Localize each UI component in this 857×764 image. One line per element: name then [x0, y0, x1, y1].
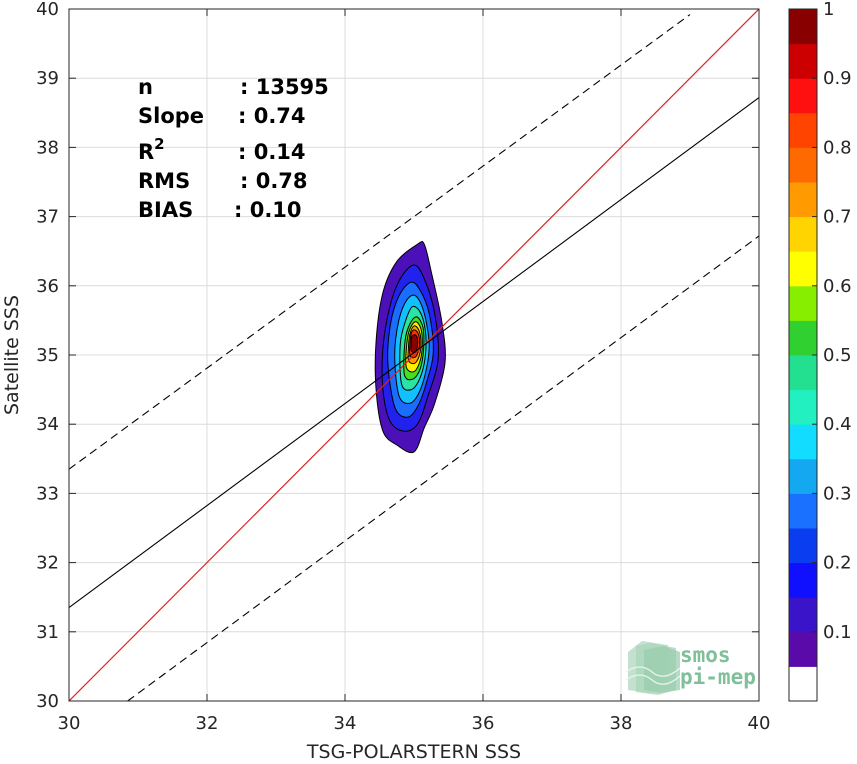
colorbar-segment — [789, 528, 817, 564]
y-tick-label: 40 — [36, 0, 59, 20]
logo-waves-graphic — [625, 641, 681, 695]
colorbar — [788, 8, 818, 702]
colorbar-tick-label: 1 — [823, 0, 834, 20]
colorbar-tick-label: 0.5 — [823, 345, 852, 366]
stat-bias-value: : 0.10 — [234, 198, 302, 222]
y-tick-label: 35 — [36, 345, 59, 366]
colorbar-segment — [789, 285, 817, 321]
stat-slope-value: : 0.74 — [238, 104, 306, 128]
colorbar-segment — [789, 389, 817, 425]
x-tick-label: 36 — [472, 713, 495, 734]
colorbar-segment — [789, 355, 817, 391]
colorbar-segment — [789, 424, 817, 460]
y-tick-labels: 30 31 32 33 34 35 36 37 38 39 40 — [36, 0, 59, 712]
colorbar-segment — [789, 562, 817, 598]
colorbar-segment — [789, 43, 817, 79]
y-tick-label: 37 — [36, 207, 59, 228]
colorbar-tick-label: 0.7 — [823, 207, 852, 228]
colorbar-segment — [789, 147, 817, 183]
stat-n-value: : 13595 — [240, 75, 329, 99]
contour-level-10 — [410, 334, 419, 354]
x-tick-labels: 30 32 34 36 38 40 — [58, 713, 771, 734]
y-tick-label: 31 — [36, 622, 59, 643]
y-tick-label: 39 — [36, 68, 59, 89]
regression-line — [69, 97, 759, 609]
colorbar-tick-label: 0.6 — [823, 276, 852, 297]
colorbar-segment — [789, 251, 817, 287]
stat-r2-superscript: 2 — [154, 135, 164, 153]
colorbar-segment — [789, 112, 817, 148]
colorbar-segment — [789, 9, 817, 45]
x-tick-label: 34 — [334, 713, 357, 734]
logo-text-pimep: pi-mep — [680, 665, 756, 689]
reference-lines — [69, 9, 759, 701]
x-tick-label: 32 — [196, 713, 219, 734]
colorbar-tick-label: 0.3 — [823, 483, 852, 504]
y-axis-label: Satellite SSS — [1, 295, 23, 415]
y-tick-label: 36 — [36, 276, 59, 297]
y-tick-label: 30 — [36, 691, 59, 712]
y-tick-label: 32 — [36, 553, 59, 574]
one-to-one-line — [69, 9, 759, 701]
smos-pimep-logo: smos pi-mep — [625, 641, 756, 695]
stat-rms-label: RMS — [138, 169, 190, 193]
stat-r2-value: : 0.14 — [238, 140, 306, 164]
colorbar-tick-label: 0.2 — [823, 553, 852, 574]
upper-bound-line — [69, 14, 691, 470]
colorbar-segment — [789, 320, 817, 356]
colorbar-tick-label: 0.1 — [823, 622, 852, 643]
logo-text-smos: smos — [680, 643, 731, 667]
colorbar-segment — [789, 597, 817, 633]
x-axis-label: TSG-POLARSTERN SSS — [306, 741, 521, 763]
stat-r2-label: R2 — [138, 135, 165, 164]
density-contours — [374, 240, 446, 454]
colorbar-tick-labels: 0.1 0.2 0.3 0.4 0.5 0.6 0.7 0.8 0.9 1 — [812, 0, 852, 643]
stat-bias-label: BIAS — [138, 198, 193, 222]
x-tick-label: 40 — [748, 713, 771, 734]
y-tick-label: 38 — [36, 137, 59, 158]
y-tick-label: 33 — [36, 483, 59, 504]
colorbar-tick-label: 0.8 — [823, 137, 852, 158]
stats-box: n : 13595 Slope : 0.74 R2 : 0.14 RMS : 0… — [138, 75, 329, 222]
lower-bound-line — [127, 235, 759, 701]
colorbar-tick-label: 0.9 — [823, 68, 852, 89]
colorbar-segment — [789, 493, 817, 529]
stat-n-label: n — [138, 75, 153, 99]
stat-rms-value: : 0.78 — [240, 169, 308, 193]
colorbar-segment — [789, 78, 817, 114]
y-tick-label: 34 — [36, 414, 59, 435]
x-tick-label: 38 — [610, 713, 633, 734]
colorbar-segment — [789, 666, 817, 702]
axis-ticks — [68, 8, 760, 702]
colorbar-segment — [789, 182, 817, 218]
stat-slope-label: Slope — [138, 104, 204, 128]
colorbar-segment — [789, 458, 817, 494]
x-tick-label: 30 — [58, 713, 81, 734]
colorbar-segment — [789, 216, 817, 252]
colorbar-tick-label: 0.4 — [823, 414, 852, 435]
colorbar-segment — [789, 631, 817, 667]
